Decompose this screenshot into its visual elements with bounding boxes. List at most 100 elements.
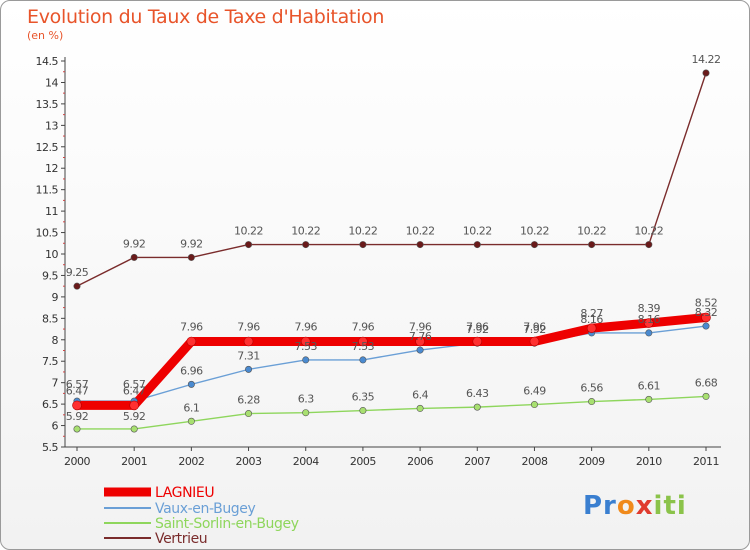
series-line-2: [76, 395, 707, 430]
data-label-2: 5.92: [123, 410, 146, 423]
data-point-1: [645, 329, 653, 337]
data-point-3: [645, 241, 653, 249]
chart-title: Evolution du Taux de Taxe d'Habitation: [27, 6, 385, 28]
data-label-3: 9.25: [66, 266, 89, 279]
y-tick-label: 13.5: [36, 98, 59, 111]
data-label-0: 7.96: [466, 320, 489, 333]
data-point-2: [416, 404, 424, 412]
data-label-0: 8.52: [695, 296, 718, 309]
data-label-0: 7.96: [409, 320, 432, 333]
data-label-2: 6.61: [638, 379, 661, 392]
y-tick-label: 6.5: [42, 398, 58, 411]
logo-part-3: x: [635, 491, 654, 521]
data-label-1: 8.32: [695, 306, 718, 319]
y-tick-label: 14.5: [36, 55, 59, 68]
data-point-0: [243, 336, 254, 347]
data-point-3: [530, 241, 538, 249]
data-label-0: 7.96: [180, 320, 203, 333]
data-point-0: [529, 336, 540, 347]
data-point-1: [245, 365, 253, 373]
x-tick-label: 2004: [293, 455, 319, 468]
legend-label-2: Saint-Sorlin-en-Bugey: [155, 516, 299, 532]
proxiti-logo: Proxiti: [583, 491, 687, 521]
data-label-3: 10.22: [463, 225, 492, 238]
data-label-3: 10.22: [348, 225, 377, 238]
data-point-2: [588, 398, 596, 406]
data-point-3: [416, 241, 424, 249]
y-tick-label: 13: [45, 119, 58, 132]
data-label-0: 6.47: [66, 384, 89, 397]
y-tick-label: 11: [45, 205, 58, 218]
data-label-2: 6.28: [237, 394, 260, 407]
series-line-1: [76, 325, 707, 402]
y-tick-label: 7.5: [42, 355, 58, 368]
y-tick-label: 8: [52, 334, 59, 347]
data-point-3: [130, 253, 138, 261]
data-label-3: 9.92: [123, 237, 146, 250]
data-label-1: 6.57: [123, 378, 146, 391]
data-point-0: [72, 400, 82, 411]
data-point-3: [702, 69, 710, 77]
x-tick-label: 2003: [236, 455, 262, 468]
data-point-3: [588, 241, 596, 249]
data-label-0: 7.96: [237, 320, 260, 333]
data-point-2: [245, 410, 253, 418]
data-label-0: 7.96: [294, 320, 317, 333]
data-point-1: [302, 356, 310, 364]
data-label-2: 6.49: [523, 385, 546, 398]
data-label-1: 7.92: [466, 323, 489, 336]
data-point-2: [473, 403, 481, 411]
data-label-1: 7.31: [237, 349, 260, 362]
data-point-1: [359, 356, 367, 364]
data-point-0: [701, 312, 711, 323]
legend-label-1: Vaux-en-Bugey: [155, 501, 255, 517]
y-tick-label: 11.5: [36, 184, 59, 197]
data-point-3: [73, 282, 81, 290]
data-point-0: [586, 323, 597, 333]
data-point-1: [416, 346, 424, 354]
data-point-1: [187, 380, 195, 388]
x-tick-label: 2010: [636, 455, 662, 468]
y-tick-label: 12: [45, 162, 58, 175]
data-label-1: 8.16: [638, 313, 661, 326]
data-point-0: [472, 336, 483, 347]
data-point-2: [702, 392, 710, 400]
y-tick-label: 14: [45, 76, 58, 89]
data-label-1: 8.16: [580, 313, 603, 326]
data-point-3: [473, 241, 481, 249]
data-label-3: 10.22: [291, 225, 320, 238]
data-label-0: 7.96: [352, 320, 375, 333]
data-point-3: [245, 241, 253, 249]
data-point-3: [187, 253, 195, 261]
x-tick-label: 2007: [464, 455, 490, 468]
data-point-0: [415, 336, 425, 347]
data-label-3: 10.22: [577, 225, 606, 238]
data-point-0: [358, 336, 368, 347]
data-label-1: 7.53: [294, 340, 317, 353]
data-label-0: 6.47: [123, 384, 146, 397]
y-tick-label: 10: [45, 248, 58, 261]
data-label-2: 6.35: [352, 391, 375, 404]
y-tick-label: 5.5: [42, 441, 58, 454]
series-line-0: [72, 312, 711, 410]
data-label-1: 6.57: [66, 378, 89, 391]
x-tick-label: 2009: [579, 455, 605, 468]
data-point-2: [302, 409, 310, 417]
data-label-3: 10.22: [520, 225, 549, 238]
data-label-0: 8.27: [580, 307, 603, 320]
data-label-0: 8.39: [638, 302, 661, 315]
logo-part-1: Pr: [583, 491, 617, 521]
data-label-0: 7.96: [523, 320, 546, 333]
data-point-0: [186, 336, 197, 347]
legend-label-0: LAGNIEU: [155, 485, 214, 501]
y-tick-label: 9: [52, 291, 59, 304]
data-label-2: 5.92: [66, 410, 89, 423]
data-label-3: 14.22: [692, 53, 721, 66]
data-point-2: [645, 395, 653, 403]
data-label-3: 10.22: [234, 225, 263, 238]
legend-label-3: Vertrieu: [155, 531, 207, 547]
y-tick-label: 6: [52, 420, 59, 433]
data-point-2: [530, 401, 538, 409]
